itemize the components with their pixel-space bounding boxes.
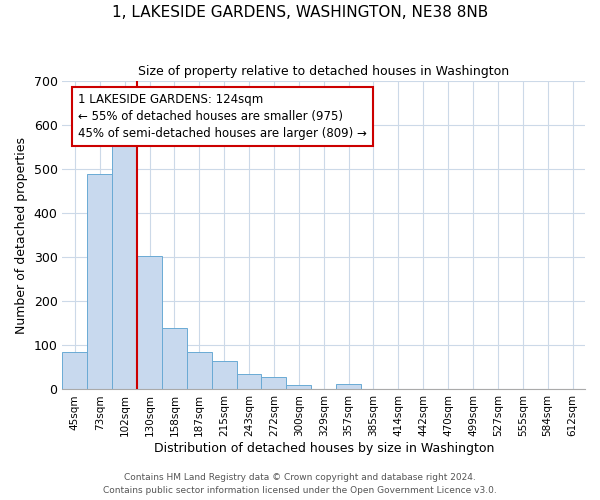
Bar [137,256,162,390]
Bar [187,352,212,390]
Bar [88,174,112,390]
Bar [336,384,361,390]
X-axis label: Distribution of detached houses by size in Washington: Distribution of detached houses by size … [154,442,494,455]
Text: Contains HM Land Registry data © Crown copyright and database right 2024.
Contai: Contains HM Land Registry data © Crown c… [103,474,497,495]
Bar [162,328,187,390]
Bar [112,140,137,390]
Bar [62,352,88,390]
Title: Size of property relative to detached houses in Washington: Size of property relative to detached ho… [138,65,509,78]
Bar [236,374,262,390]
Bar [286,385,311,390]
Y-axis label: Number of detached properties: Number of detached properties [15,136,28,334]
Bar [262,376,286,390]
Text: 1 LAKESIDE GARDENS: 124sqm
← 55% of detached houses are smaller (975)
45% of sem: 1 LAKESIDE GARDENS: 124sqm ← 55% of deta… [78,93,367,140]
Text: 1, LAKESIDE GARDENS, WASHINGTON, NE38 8NB: 1, LAKESIDE GARDENS, WASHINGTON, NE38 8N… [112,5,488,20]
Bar [212,361,236,390]
